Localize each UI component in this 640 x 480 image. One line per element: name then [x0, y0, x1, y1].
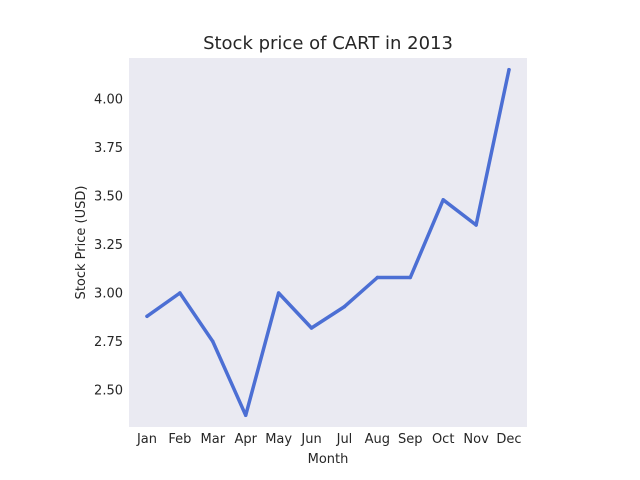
price-line — [145, 67, 511, 418]
x-tick-label: Feb — [168, 432, 191, 447]
x-tick-label: Apr — [234, 432, 257, 447]
y-axis-label: Stock Price (USD) — [74, 186, 89, 300]
data-point — [178, 291, 182, 295]
data-point — [244, 413, 248, 417]
y-tick-label: 3.25 — [94, 238, 123, 253]
x-tick-label: Sep — [398, 432, 423, 447]
x-axis-ticks: Jan Feb Mar Apr May Jun Jul Aug Sep Oct Nov Dec — [136, 432, 522, 447]
data-point — [441, 198, 445, 202]
chart-title: Stock price of CART in 2013 — [203, 33, 453, 54]
y-axis-ticks: 2.50 2.75 3.00 3.25 3.50 3.75 4.00 — [94, 92, 123, 398]
y-tick-label: 3.50 — [94, 189, 123, 204]
y-tick-label: 4.00 — [94, 92, 123, 107]
data-point — [507, 68, 511, 72]
data-point — [474, 223, 478, 227]
y-tick-label: 3.75 — [94, 141, 123, 156]
x-tick-label: Dec — [496, 432, 521, 447]
data-point — [342, 304, 347, 309]
x-tick-label: Nov — [463, 432, 489, 447]
data-point — [408, 275, 412, 280]
data-point — [309, 326, 314, 330]
x-tick-label: Aug — [365, 432, 390, 447]
x-tick-label: May — [265, 432, 292, 447]
y-tick-label: 3.00 — [94, 286, 123, 301]
data-point — [276, 291, 281, 295]
x-tick-label: Jun — [300, 432, 321, 447]
data-point — [145, 314, 149, 318]
plot-area — [129, 58, 527, 427]
x-tick-label: Mar — [201, 432, 226, 447]
series-group — [145, 67, 511, 418]
x-tick-label: Oct — [432, 432, 454, 447]
data-point — [211, 339, 215, 344]
y-tick-label: 2.75 — [94, 335, 123, 350]
x-axis-label: Month — [308, 452, 349, 467]
x-tick-label: Jul — [336, 432, 353, 447]
y-tick-label: 2.50 — [94, 384, 123, 399]
data-point — [375, 275, 380, 280]
x-tick-label: Jan — [136, 432, 157, 447]
